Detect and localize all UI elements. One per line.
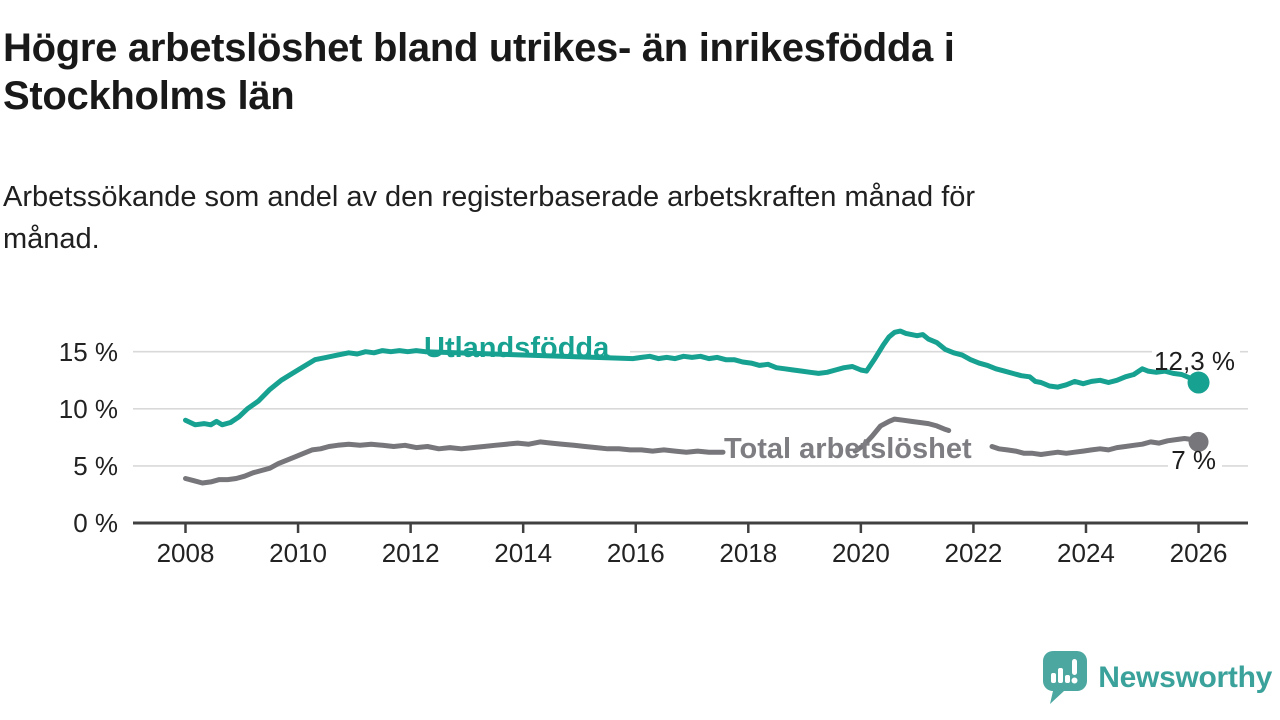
series-end-dot-utlandsfodda — [1187, 371, 1210, 394]
chart-subtitle: Arbetssökande som andel av den registerb… — [3, 176, 1275, 260]
y-tick-label: 0 % — [73, 508, 118, 538]
series-line-total — [183, 439, 726, 486]
x-tick-label: 2024 — [1057, 538, 1115, 568]
x-tick-label: 2010 — [269, 538, 327, 568]
chart-subtitle-line-2: månad. — [3, 223, 100, 255]
y-tick-label: 10 % — [58, 393, 118, 424]
x-tick-label: 2020 — [831, 538, 890, 568]
x-tick-label: 2014 — [494, 538, 553, 568]
x-tick-label: 2026 — [1169, 538, 1228, 568]
page-title-line-1: Högre arbetslöshet bland utrikes- än inr… — [3, 26, 955, 70]
series-label-total-arbetsloshet: Total arbetslöshet — [724, 433, 972, 465]
newsworthy-logo-icon — [1043, 651, 1088, 704]
series-line-total — [852, 416, 952, 454]
newsworthy-logo-text: Newsworthy — [1098, 661, 1272, 694]
x-tick-label: 2016 — [606, 538, 665, 568]
series-label-utlandsfodda: Utlandsfödda — [424, 332, 610, 364]
series-line-total — [989, 436, 1201, 457]
end-value-label-total-arbetsloshet: 7 % — [1171, 445, 1216, 475]
x-tick-label: 2012 — [381, 538, 440, 568]
page-title: Högre arbetslöshet bland utrikes- än inr… — [3, 24, 1275, 120]
x-tick-label: 2022 — [944, 538, 1003, 568]
newsworthy-logo: Newsworthy — [1042, 650, 1272, 706]
series-end-dot-total — [1188, 431, 1209, 452]
x-tick-label: 2018 — [719, 538, 778, 568]
end-value-label-utlandsfodda: 12,3 % — [1154, 346, 1235, 376]
x-tick-label: 2008 — [156, 538, 215, 568]
series-line-utlandsfodda — [183, 328, 1201, 428]
y-tick-label: 5 % — [73, 450, 118, 481]
page-title-line-2: Stockholms län — [3, 74, 295, 118]
chart-subtitle-line-1: Arbetssökande som andel av den registerb… — [3, 181, 976, 213]
y-tick-label: 15 % — [58, 336, 118, 367]
